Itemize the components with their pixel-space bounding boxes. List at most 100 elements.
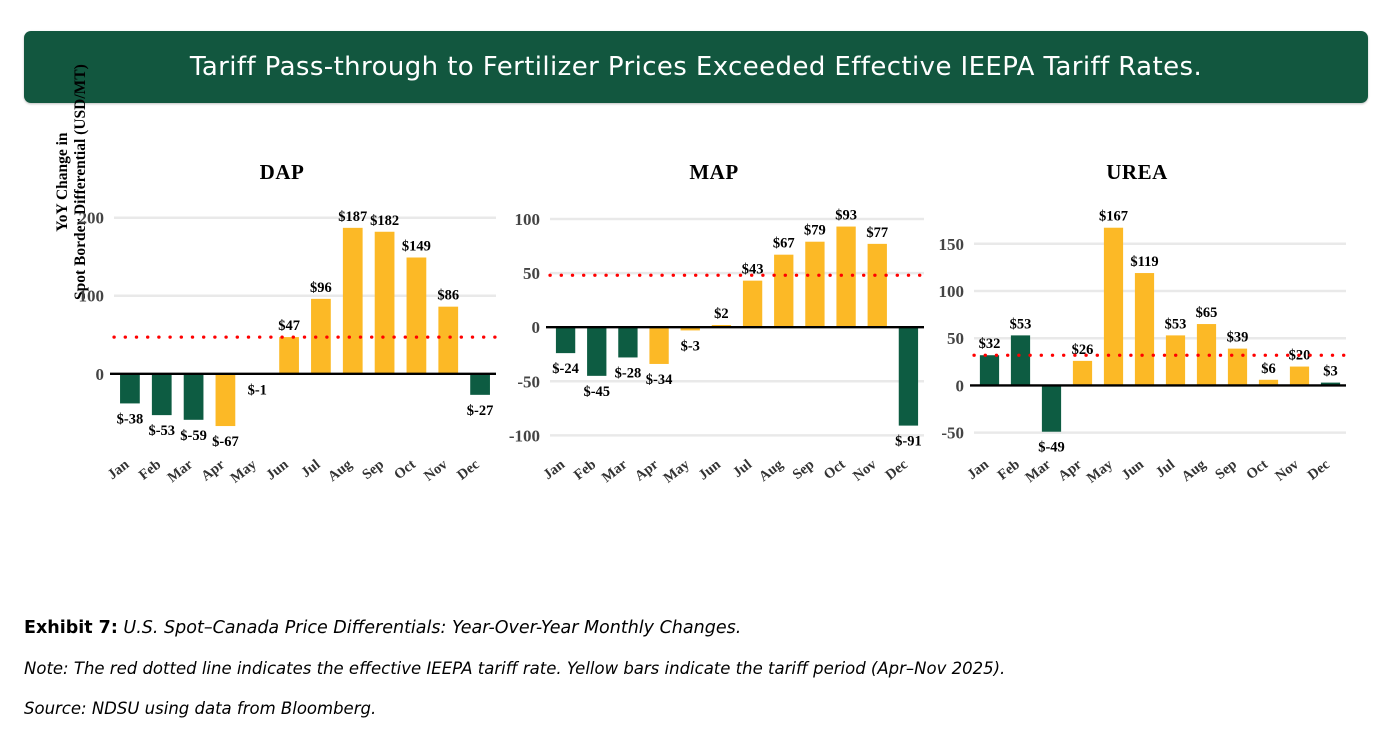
bar [215, 373, 236, 427]
bar-group: $93 [835, 208, 857, 328]
bar-value-label: $67 [773, 236, 795, 252]
bar [836, 226, 856, 328]
bar-group: $39 [1227, 330, 1248, 386]
bar [1165, 335, 1186, 386]
footer: Exhibit 7: U.S. Spot–Canada Price Differ… [24, 618, 1364, 739]
x-tick-label: May [228, 456, 261, 486]
bar-group: $79 [804, 223, 826, 328]
bar-group: $182 [370, 213, 399, 374]
y-tick-label: 100 [79, 287, 105, 306]
x-tick-label: Dec [1305, 456, 1334, 483]
bar-group: $65 [1196, 305, 1218, 386]
x-tick-label: Jul [298, 457, 323, 482]
bar [1041, 385, 1062, 432]
x-tick-label: Sep [359, 457, 387, 484]
x-tick-label: Apr [632, 456, 662, 484]
title-banner: Tariff Pass-through to Fertilizer Prices… [24, 31, 1368, 103]
bar-value-label: $43 [742, 262, 764, 278]
bar-value-label: $26 [1072, 342, 1094, 358]
x-tick-label: Feb [571, 457, 599, 484]
bar-group: $-27 [467, 373, 493, 419]
bar [649, 327, 669, 364]
y-tick-label: -100 [509, 426, 540, 445]
bar [120, 373, 140, 404]
bar-value-label: $187 [338, 209, 367, 225]
y-tick-label: 200 [79, 209, 105, 228]
bar-group: $53 [1165, 316, 1187, 386]
chart-panel-urea: UREA -50 0 50 100 150 $32 $53 $-49 $26 $167 $119 $5… [922, 150, 1352, 590]
bar-value-label: $-53 [148, 423, 175, 439]
plot-area-dap: 0 100 200 $-38 $-53 $-59 $-67 $-1 $47 $96 $187 $182… [62, 192, 502, 502]
bar [1134, 273, 1155, 386]
bar-value-label: $65 [1196, 305, 1218, 321]
bar-value-label: $47 [278, 318, 300, 334]
bar-group: $3 [1320, 364, 1341, 386]
y-tick-label: 100 [515, 210, 541, 229]
bar [374, 231, 395, 374]
x-tick-label: Jul [1153, 457, 1178, 482]
footer-source: Source: NDSU using data from Bloomberg. [24, 699, 377, 718]
x-tick-label: Feb [136, 457, 164, 484]
x-tick-label: Aug [325, 456, 356, 485]
bar-value-label: $-34 [646, 372, 673, 388]
bar [979, 355, 1000, 386]
x-tick-label: Feb [995, 457, 1023, 484]
banner-title: Tariff Pass-through to Fertilizer Prices… [189, 52, 1203, 82]
x-tick-label: May [1084, 456, 1117, 486]
bar-group: $-24 [552, 327, 579, 377]
x-tick-label: Aug [1179, 456, 1210, 485]
x-tick-label: Sep [790, 457, 818, 484]
x-tick-label: Nov [850, 456, 880, 484]
bar-value-label: $-67 [212, 434, 239, 450]
bar-value-label: $96 [310, 280, 332, 296]
bar [438, 306, 459, 374]
bar-value-label: $-28 [615, 365, 642, 381]
bar [1227, 348, 1248, 386]
bar-value-label: $53 [1165, 316, 1187, 332]
bar-value-label: $-24 [552, 361, 579, 377]
bar [183, 373, 204, 420]
bar [151, 373, 172, 416]
bar-value-label: $119 [1130, 254, 1158, 270]
x-tick-label: Nov [421, 456, 451, 484]
bar-group: $149 [402, 239, 431, 374]
bar-value-label: $53 [1010, 316, 1032, 332]
x-tick-label: Aug [756, 456, 787, 485]
bar-value-label: $-38 [117, 411, 144, 427]
y-tick-label: 150 [939, 235, 965, 254]
bar [1320, 382, 1341, 386]
x-tick-label: Jan [540, 457, 568, 484]
bar [1010, 335, 1031, 386]
bar [1258, 379, 1279, 386]
bar-group: $53 [1010, 316, 1032, 386]
bar-group: $-28 [615, 327, 642, 381]
bar-value-label: $77 [866, 225, 888, 241]
x-tick-label: Mar [1023, 456, 1055, 486]
x-tick-label: Oct [391, 456, 419, 483]
x-tick-label: Mar [165, 456, 197, 486]
exhibit-caption-text: U.S. Spot–Canada Price Differentials: Ye… [117, 618, 742, 638]
bar-group: $43 [742, 262, 764, 328]
bar [618, 327, 638, 358]
x-tick-label: Nov [1272, 456, 1302, 484]
bar-group: $67 [773, 236, 795, 328]
bar-value-label: $2 [714, 306, 729, 322]
plot-area-map: -100 -50 0 50 100 $-24 $-45 $-28 $-34 $-3 $2 $43 $67… [498, 192, 930, 502]
bar-group: $20 [1289, 348, 1310, 386]
x-tick-label: Jun [263, 457, 291, 484]
chart-title-urea: UREA [1106, 160, 1168, 184]
chart-panel-map: MAP -100 -50 0 50 100 $-24 $-45 $-28 $-34 $-3 $2 $4… [498, 150, 930, 590]
bar [867, 243, 887, 328]
bar-group: $-67 [212, 373, 239, 450]
x-tick-label: Apr [198, 456, 228, 484]
bar [406, 257, 427, 374]
y-tick-label: 0 [532, 318, 541, 337]
exhibit-label: Exhibit 7: [24, 618, 118, 638]
bar [470, 373, 490, 395]
bar-value-label: $6 [1261, 361, 1276, 377]
bar [279, 337, 299, 374]
bar-value-label: $-49 [1038, 440, 1065, 456]
chart-title-dap: DAP [259, 160, 305, 184]
x-tick-label: Jan [964, 457, 992, 484]
